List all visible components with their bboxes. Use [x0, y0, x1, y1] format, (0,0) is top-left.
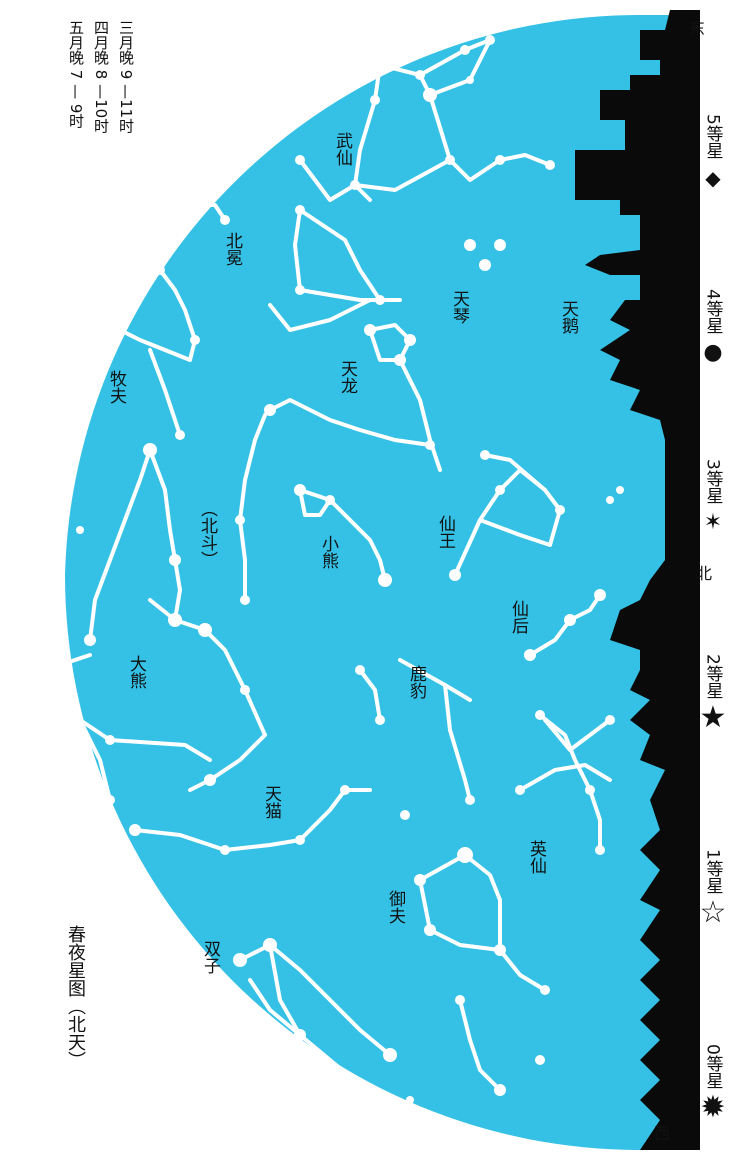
legend-item-0: 0等星 ✹ [697, 1040, 729, 1123]
legend-item-3: 3等星 ✶ [697, 455, 729, 538]
direction-north: 北 [690, 565, 714, 581]
legend-item-4: 4等星 ● [697, 285, 729, 368]
label-daxiong: 大熊 [124, 655, 149, 689]
legend-label-2: 2等星 [701, 654, 726, 699]
label-tianlong: 天龙 [335, 360, 360, 394]
label-tianqin: 天琴 [447, 290, 472, 324]
time-note-march: 三月晚 9 —11时 [116, 20, 137, 133]
gear-star-icon: ✹ [697, 1093, 729, 1123]
legend-label-4: 4等星 [701, 289, 726, 334]
filled-star-icon: ★ [697, 703, 729, 733]
map-title: 春夜星图（北天） [62, 925, 88, 1069]
legend-item-5: 5等星 ◆ [697, 110, 729, 193]
label-shuangzi: 双子 [198, 940, 223, 974]
time-note-may: 五月晚 7 — 9时 [66, 20, 87, 128]
legend-label-1: 1等星 [701, 849, 726, 894]
label-beimian: 北冕 [220, 232, 245, 266]
label-wuxian: 武仙 [330, 132, 355, 166]
label-yufu: 御夫 [383, 890, 408, 924]
label-xiaoxiong: 小熊 [316, 535, 341, 569]
label-mufu: 牧夫 [104, 370, 129, 404]
label-tianmao: 天猫 [259, 785, 284, 819]
label-yingxian: 英仙 [524, 840, 549, 874]
label-tiane: 天鹅 [556, 300, 581, 334]
label-beidou: （北斗） [195, 500, 220, 568]
legend-item-1: 1等星 ☆ [697, 845, 729, 928]
legend-label-0: 0等星 [701, 1044, 726, 1089]
label-xianwang: 仙王 [433, 515, 458, 549]
dot-icon: ● [697, 338, 729, 368]
direction-west: 西 [648, 1125, 672, 1141]
legend-label-3: 3等星 [701, 459, 726, 504]
hollow-star-icon: ☆ [697, 898, 729, 928]
legend-label-5: 5等星 [701, 114, 726, 159]
legend-item-2: 2等星 ★ [697, 650, 729, 733]
label-xianhou: 仙后 [506, 600, 531, 634]
label-lubao: 鹿豹 [404, 665, 429, 699]
time-note-april: 四月晚 8 —10时 [91, 20, 112, 133]
small-star-icon: ✶ [697, 508, 729, 538]
diamond-icon: ◆ [697, 163, 729, 193]
direction-east: 东 [683, 20, 707, 36]
